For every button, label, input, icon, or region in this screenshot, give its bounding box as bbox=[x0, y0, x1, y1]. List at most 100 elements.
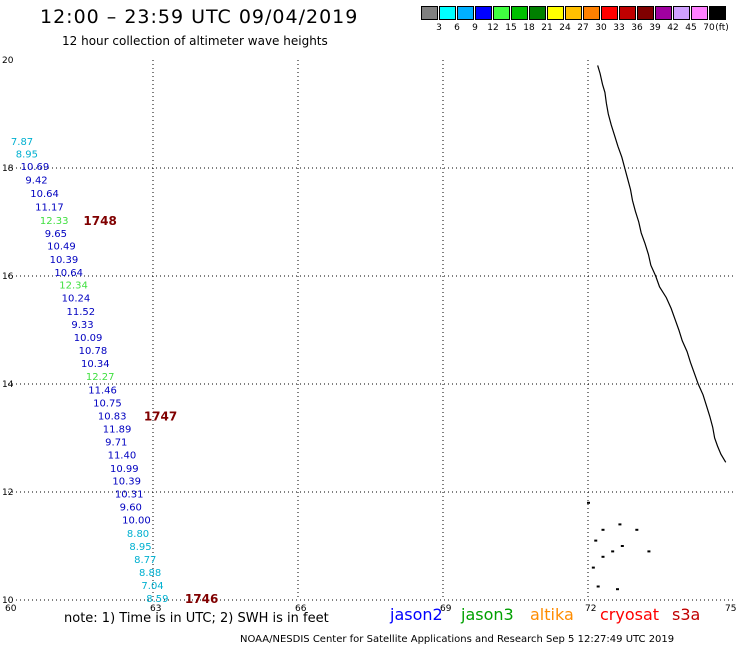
latitude-label: 12 bbox=[2, 488, 13, 498]
island-marker bbox=[616, 588, 619, 591]
colorbar-swatch bbox=[511, 6, 528, 20]
wave-height-reading: 8.88 bbox=[139, 568, 161, 579]
map-title: 12:00 – 23:59 UTC 09/04/2019 bbox=[40, 6, 359, 28]
satellite-legend-cryosat: cryosat bbox=[600, 605, 660, 624]
india-west-coastline bbox=[597, 65, 727, 463]
longitude-label: 66 bbox=[295, 604, 307, 614]
lat-lon-grid bbox=[8, 60, 733, 601]
wave-height-reading: 11.40 bbox=[108, 450, 137, 461]
longitude-label: 69 bbox=[440, 604, 452, 614]
colorbar-tick-label: 12 bbox=[487, 23, 499, 33]
map-subtitle: 12 hour collection of altimeter wave hei… bbox=[62, 34, 328, 48]
colorbar-swatch bbox=[673, 6, 690, 20]
colorbar-swatch bbox=[475, 6, 492, 20]
island-marker bbox=[647, 550, 651, 553]
latitude-label: 10 bbox=[2, 596, 14, 606]
island-marker bbox=[587, 501, 590, 504]
wave-height-reading: 10.34 bbox=[81, 359, 110, 370]
wave-height-reading: 8.95 bbox=[16, 150, 38, 161]
wave-height-reading: 11.89 bbox=[103, 424, 132, 435]
colorbar-tick-label: 45 bbox=[685, 23, 697, 33]
colorbar-tick-label: 24 bbox=[559, 23, 571, 33]
wave-height-reading: 8.59 bbox=[146, 594, 168, 605]
pass-time-label: 1746 bbox=[185, 592, 218, 606]
wave-height-reading: 10.24 bbox=[62, 294, 91, 305]
longitude-label: 72 bbox=[585, 604, 596, 614]
wave-height-reading: 7.87 bbox=[11, 137, 33, 148]
colorbar-swatch bbox=[655, 6, 672, 20]
wave-height-reading: 10.69 bbox=[21, 162, 50, 173]
wave-height-reading: 11.46 bbox=[88, 385, 117, 396]
colorbar-swatch bbox=[583, 6, 600, 20]
wave-height-reading: 8.80 bbox=[127, 529, 149, 540]
satellite-legend-jason3: jason3 bbox=[461, 605, 514, 624]
island-marker bbox=[601, 555, 605, 558]
island-marker bbox=[601, 528, 605, 531]
colorbar-swatch bbox=[619, 6, 636, 20]
coastline bbox=[597, 65, 727, 463]
wave-height-reading: 10.99 bbox=[110, 464, 139, 475]
wave-height-reading: 11.17 bbox=[35, 202, 64, 213]
satellite-legend-altika: altika bbox=[530, 605, 574, 624]
colorbar-tick-label: 33 bbox=[613, 23, 625, 33]
colorbar-swatch bbox=[637, 6, 654, 20]
wave-height-reading: 10.39 bbox=[50, 255, 79, 266]
island-marker bbox=[620, 545, 624, 547]
colorbar-tick-label: 30 bbox=[595, 23, 607, 33]
wave-height-reading: 12.27 bbox=[86, 372, 115, 383]
colorbar-tick-label: 42 bbox=[667, 23, 679, 33]
colorbar-tick-label: 6 bbox=[454, 23, 460, 33]
latitude-label: 18 bbox=[2, 164, 14, 174]
wave-height-reading: 10.31 bbox=[115, 490, 144, 501]
wave-height-reading: 9.60 bbox=[120, 503, 142, 514]
colorbar-swatch bbox=[421, 6, 438, 20]
wave-height-reading: 10.39 bbox=[112, 477, 141, 488]
wave-height-reading: 10.83 bbox=[98, 411, 127, 422]
wave-height-reading: 10.49 bbox=[47, 241, 76, 252]
wave-height-reading: 8.95 bbox=[129, 542, 151, 553]
wave-height-reading: 12.34 bbox=[59, 281, 88, 292]
wave-height-reading: 9.42 bbox=[25, 175, 47, 186]
island-marker bbox=[611, 550, 615, 553]
latitude-label: 14 bbox=[2, 380, 14, 390]
island-marker bbox=[594, 539, 598, 542]
colorbar-tick-label: 36 bbox=[631, 23, 643, 33]
latitude-label: 16 bbox=[2, 272, 14, 282]
colorbar-swatch bbox=[601, 6, 618, 20]
footer-credit: NOAA/NESDIS Center for Satellite Applica… bbox=[240, 634, 675, 645]
wave-height-reading: 9.65 bbox=[45, 229, 67, 240]
island-marker bbox=[591, 566, 595, 569]
wave-height-reading: 8.77 bbox=[134, 555, 156, 566]
longitude-label: 75 bbox=[725, 604, 736, 614]
colorbar-swatch bbox=[565, 6, 582, 20]
wave-height-reading: 9.33 bbox=[71, 320, 93, 331]
colorbar-swatch bbox=[529, 6, 546, 20]
legend-note: note: 1) Time is in UTC; 2) SWH is in fe… bbox=[64, 611, 329, 626]
wave-height-reading: 7.04 bbox=[141, 581, 163, 592]
colorbar-tick-label: 27 bbox=[577, 23, 589, 33]
pass-time-label: 1748 bbox=[83, 214, 116, 228]
wave-height-reading: 12.33 bbox=[40, 216, 69, 227]
latitude-label: 20 bbox=[2, 56, 14, 66]
colorbar-tick-label: 18 bbox=[523, 23, 535, 33]
island-markers bbox=[587, 501, 651, 591]
colorbar-swatch bbox=[439, 6, 456, 20]
colorbar-swatch bbox=[457, 6, 474, 20]
wave-height-reading: 9.71 bbox=[105, 437, 127, 448]
island-marker bbox=[618, 523, 622, 526]
wave-height-reading: 11.52 bbox=[67, 307, 96, 318]
wave-height-reading: 10.64 bbox=[54, 268, 83, 279]
satellite-legend-s3a: s3a bbox=[672, 605, 701, 624]
colorbar-swatch bbox=[709, 6, 726, 20]
wave-readings: 7.878.9510.699.4210.6411.1712.339.6510.4… bbox=[11, 137, 169, 605]
island-marker bbox=[596, 585, 600, 588]
satellite-legend-jason2: jason2 bbox=[390, 605, 443, 624]
colorbar-tick-label: 3 bbox=[436, 23, 442, 33]
wave-height-reading: 10.78 bbox=[79, 346, 108, 357]
colorbar-tick-label: 21 bbox=[541, 23, 553, 33]
colorbar-swatch bbox=[691, 6, 708, 20]
wave-height-reading: 10.00 bbox=[122, 516, 151, 527]
colorbar-swatch bbox=[493, 6, 510, 20]
